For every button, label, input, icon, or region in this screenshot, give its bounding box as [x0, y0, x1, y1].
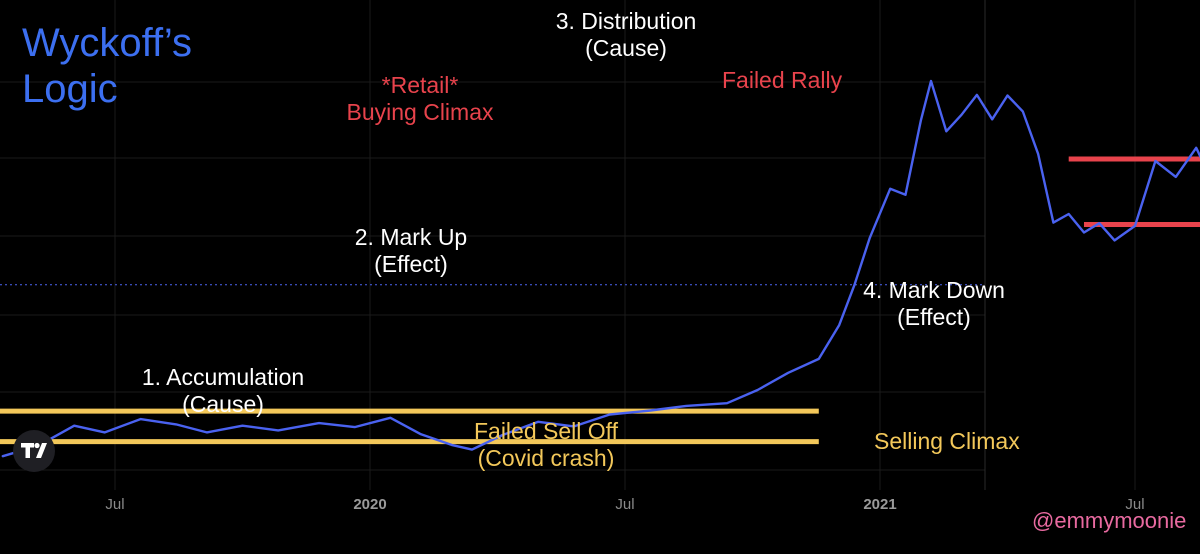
selling-climax-label: Selling Climax	[874, 428, 1020, 454]
mark-down-line-1: 4. Mark Down	[863, 277, 1005, 303]
failed-sell-off-label: Failed Sell Off (Covid crash)	[442, 418, 650, 472]
x-tick-label-4: Jul	[1125, 496, 1144, 513]
distribution-line-2: (Cause)	[585, 35, 667, 62]
accumulation-line-1: 1. Accumulation	[141, 364, 305, 390]
chart-grid	[0, 0, 1136, 490]
mark-down-line-2: (Effect)	[897, 304, 971, 331]
distribution-label: 3. Distribution (Cause)	[526, 8, 726, 62]
tradingview-logo[interactable]	[13, 430, 55, 472]
x-tick-label-2: Jul	[615, 496, 634, 513]
chart-title: Wyckoff’s Logic	[22, 20, 192, 112]
mark-up-line-1: 2. Mark Up	[354, 224, 468, 250]
failed-sell-off-line-2: (Covid crash)	[477, 445, 615, 472]
tradingview-icon	[21, 442, 47, 458]
retail-climax-line-2: Buying Climax	[346, 99, 494, 126]
watermark-handle: @emmymoonie	[1032, 508, 1187, 533]
x-tick-label-3: 2021	[863, 496, 896, 513]
retail-climax-line-1: *Retail*	[381, 72, 459, 98]
mark-down-label: 4. Mark Down (Effect)	[834, 277, 1034, 331]
title-line-2: Logic	[22, 67, 118, 111]
failed-rally-label: Failed Rally	[722, 67, 843, 93]
failed-sell-off-line-1: Failed Sell Off	[473, 418, 619, 444]
x-tick-label-0: Jul	[105, 496, 124, 513]
x-axis-ticks: Jul2020Jul2021Jul2022Jul2023	[105, 496, 1144, 513]
accumulation-label: 1. Accumulation (Cause)	[112, 364, 334, 418]
distribution-line-1: 3. Distribution	[555, 8, 697, 34]
reference-lines	[0, 156, 1200, 445]
accumulation-line-2: (Cause)	[182, 391, 264, 418]
title-line-1: Wyckoff’s	[22, 21, 193, 65]
retail-climax-label: *Retail* Buying Climax	[318, 72, 522, 126]
mark-up-line-2: (Effect)	[374, 251, 448, 278]
x-tick-label-1: 2020	[353, 496, 386, 513]
mark-up-label: 2. Mark Up (Effect)	[330, 224, 492, 278]
price-series-line	[1, 79, 1200, 458]
